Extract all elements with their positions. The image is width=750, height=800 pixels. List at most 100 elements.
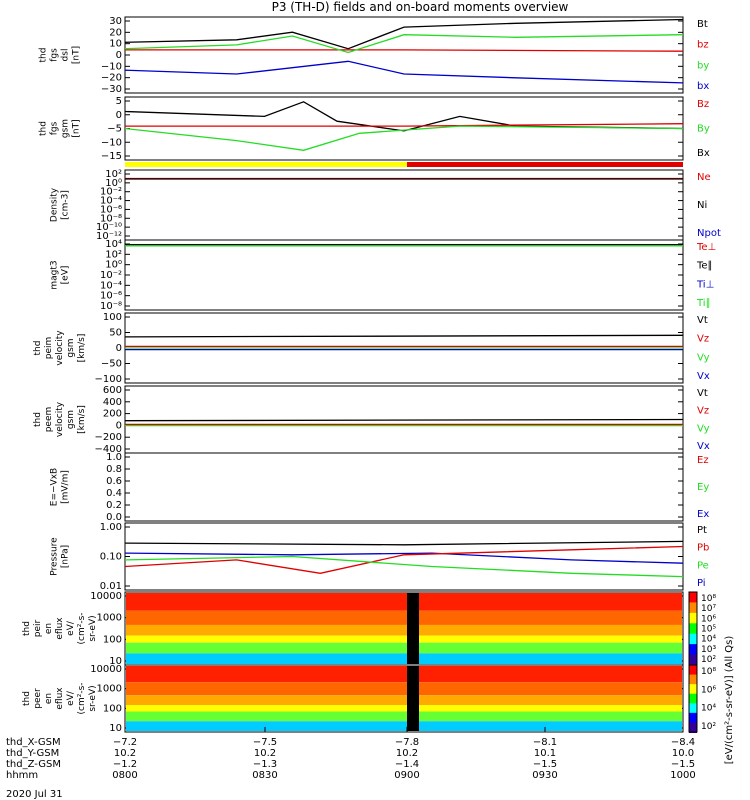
y-axis-label: (cm²-s- [77, 612, 87, 644]
y-tick-label: 10² [105, 169, 122, 180]
data-gap [407, 666, 419, 731]
colorbar-tick-label: 10⁸ [701, 594, 716, 604]
colorbar-tick-label: 10⁶ [701, 614, 716, 624]
legend-entry: Ez [697, 455, 709, 466]
y-tick-label: 10⁻⁶ [100, 291, 122, 302]
legend-entry: Pb [697, 543, 709, 554]
series-Vt [124, 418, 684, 422]
colorbar-segment [689, 654, 697, 666]
y-axis-label: eflux [55, 687, 65, 710]
x-tick-label: −7.8 [395, 737, 419, 748]
legend-entry: Bz [697, 99, 709, 110]
y-tick-label: 10⁰ [105, 260, 122, 271]
y-tick-label: 100 [103, 312, 122, 323]
y-tick-label: 10000 [90, 591, 122, 602]
y-tick-label: 10⁻⁴ [100, 196, 122, 207]
y-tick-label: −400 [95, 444, 122, 455]
colorbar-segment [689, 633, 697, 646]
y-tick-label: 10⁻¹⁰ [96, 222, 122, 233]
y-axis-label: thd [39, 121, 49, 136]
y-axis-label: dsl [61, 49, 71, 62]
y-tick-label: 0.8 [106, 464, 122, 475]
panel-peer_en_eflux: 10000 1000 100 10 thd peer en eflux eV/(cm²-s-sr… [22, 664, 716, 734]
colorbar-tick-label: 10⁷ [701, 604, 716, 614]
x-tick-label: −1.4 [395, 759, 419, 770]
colorbar-segment [689, 684, 697, 695]
y-axis-label: E=−VxB [50, 468, 60, 506]
y-axis-label: magt3 [50, 260, 60, 289]
y-axis-label: [cm-3] [61, 190, 71, 220]
y-tick-label: −100 [95, 374, 122, 385]
y-axis-label: en [44, 693, 54, 704]
panel-frame [124, 239, 684, 311]
y-axis-label: gsm [66, 410, 76, 429]
legend-entry: Te⊥ [696, 242, 716, 253]
mode-bar-yellow [125, 162, 407, 167]
y-tick-label: 10⁻¹² [96, 231, 122, 242]
colorbar-segment [689, 592, 697, 604]
y-axis-label: thd [22, 621, 32, 636]
y-tick-label: 600 [103, 385, 122, 396]
y-axis-label: [mV/m] [61, 470, 71, 504]
x-row-label: thd_X-GSM [6, 737, 61, 748]
y-tick-label: 10⁻⁴ [100, 280, 122, 291]
colorbar-frame [688, 664, 698, 733]
y-tick-label: 20 [109, 27, 122, 38]
y-tick-label: 10⁻⁸ [100, 301, 122, 312]
y-axis-label: thd [33, 412, 43, 427]
x-tick-label: −1.2 [113, 759, 137, 770]
y-tick-label: 0.6 [106, 476, 122, 487]
y-axis-label: peem [44, 407, 54, 433]
legend-entry: Vz [697, 334, 709, 345]
y-tick-label: 0 [116, 343, 122, 354]
series-Pe [124, 555, 684, 578]
series-bz [125, 49, 684, 52]
colorbar-tick-label: 10⁸ [701, 667, 716, 677]
heatmap-band [126, 705, 682, 712]
y-tick-label: 1.0 [106, 452, 122, 463]
y-tick-label: 10⁻² [100, 270, 122, 281]
x-tick-label: 10.2 [254, 748, 276, 759]
legend-entry: Te∥ [696, 261, 713, 272]
y-tick-label: −5 [107, 124, 122, 135]
legend-entry: By [697, 124, 710, 135]
heatmap-band [126, 610, 682, 625]
legend-entry: bz [697, 40, 709, 51]
y-axis-label: sr-eV) [88, 685, 98, 711]
y-tick-label: 10² [105, 249, 122, 260]
y-axis-label: (cm²-s- [77, 682, 87, 714]
series-Pi [124, 552, 684, 564]
heatmap-band [126, 593, 682, 611]
heatmap-band [126, 666, 682, 683]
y-axis-label: peim [44, 337, 54, 360]
colorbar-segment [689, 623, 697, 635]
legend-entry: Vt [697, 388, 708, 399]
heatmap-band [126, 642, 682, 654]
legend-entry: Vy [697, 352, 710, 363]
chart-title: P3 (TH-D) fields and on-board moments ov… [272, 0, 569, 14]
y-tick-label: 0 [116, 110, 122, 121]
y-axis-label: peer [33, 688, 43, 709]
y-tick-label: −15 [101, 151, 122, 162]
colorbar-tick-label: 10² [701, 722, 716, 732]
x-tick-label: −8.1 [533, 737, 557, 748]
y-tick-label: 10 [109, 656, 122, 667]
series-Bt [124, 18, 684, 50]
x-tick-label: 0930 [532, 770, 557, 781]
y-axis-label: thd [33, 341, 43, 356]
series-By [124, 125, 684, 151]
x-tick-label: 10.2 [396, 748, 418, 759]
y-tick-label: −20 [101, 73, 122, 84]
legend-entry: Vx [697, 371, 710, 382]
series-by [124, 34, 684, 54]
panel-peir_en_eflux: 10000 1000 100 10 thd peir en eflux eV/(cm²-s-sr… [22, 591, 716, 667]
panel-peim_velocity: 100 50 0 −50 −100 thd peim velocity gsm [km/s] Vt V… [33, 312, 710, 385]
legend-entry: Npot [697, 228, 721, 239]
series-Pt [124, 540, 684, 546]
y-tick-label: −50 [101, 359, 122, 370]
heatmap-band [126, 653, 682, 664]
series-Bz [125, 123, 684, 127]
